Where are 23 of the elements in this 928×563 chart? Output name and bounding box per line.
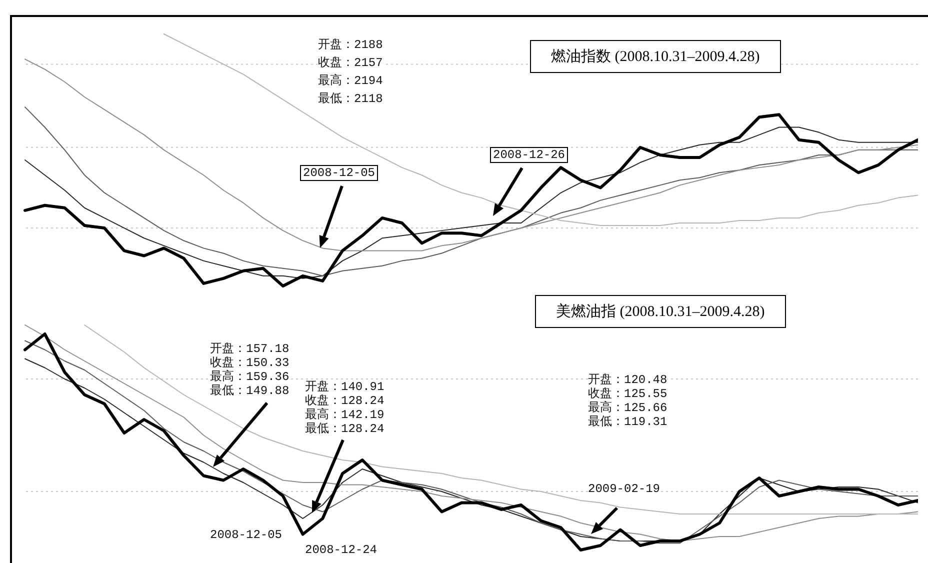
annotation: 最高：159.36 [210, 370, 290, 384]
text: 燃油指数 (2008.10.31–2009.4.28) [530, 40, 781, 73]
chart-title: 美燃油指 (2008.10.31–2009.4.28) [535, 295, 786, 328]
annotation: 2008-12-05 [210, 528, 282, 542]
annotation: 最低：149.88 [210, 384, 290, 398]
annotation: 2008-12-24 [305, 543, 378, 557]
annotation: 最高：125.66 [588, 401, 668, 415]
annotation: 最低：128.24 [305, 422, 384, 436]
annotation: 最低：119.31 [588, 415, 668, 429]
annotation: 2008-12-05 [300, 165, 378, 181]
annotation: 2008-12-26 [490, 147, 568, 163]
annotation: 最高：142.19 [305, 408, 384, 422]
annotation: 开盘：120.48 [588, 373, 668, 387]
annotation: 最低：2118 [318, 92, 383, 106]
annotation: 收盘：128.24 [305, 394, 384, 408]
annotation: 开盘：140.91 [305, 380, 384, 394]
annotation: 2009-02-19 [588, 482, 660, 496]
annotation: 开盘：2188 [318, 38, 383, 52]
annotation: 最高：2194 [318, 74, 383, 88]
annotation: 收盘：125.55 [588, 387, 668, 401]
annotation: 收盘：2157 [318, 56, 383, 70]
annotation: 收盘：150.33 [210, 356, 290, 370]
annotation: 开盘：157.18 [210, 342, 290, 356]
